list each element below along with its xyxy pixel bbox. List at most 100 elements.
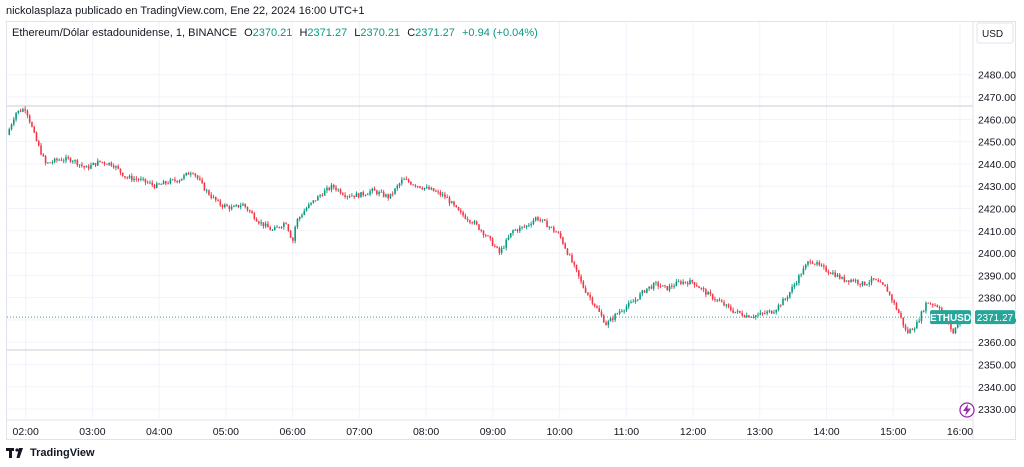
- candle-body: [106, 163, 108, 165]
- candle-body: [888, 291, 891, 295]
- candle-body: [741, 312, 743, 316]
- candle-body: [72, 161, 74, 162]
- candle-body: [632, 301, 635, 303]
- candle-body: [269, 227, 272, 231]
- candle-body: [149, 182, 151, 184]
- candle-body: [686, 282, 689, 285]
- candle-body: [675, 281, 678, 287]
- candle-body: [582, 281, 585, 288]
- candle-body: [271, 230, 274, 231]
- chart-frame[interactable]: [6, 21, 1016, 440]
- candle-body: [35, 132, 38, 142]
- candle-body: [661, 285, 664, 287]
- candle-body: [226, 204, 228, 207]
- candle-body: [471, 222, 473, 224]
- candle-body: [287, 224, 290, 231]
- candle-body: [954, 327, 957, 334]
- candle-body: [895, 302, 898, 310]
- candle-body: [387, 194, 389, 199]
- candle-body: [605, 322, 607, 326]
- candle-body: [219, 200, 222, 206]
- candle-body: [934, 305, 936, 307]
- candle-body: [460, 210, 462, 213]
- candle-body: [285, 223, 287, 225]
- legend-open: 2370.21: [252, 27, 293, 39]
- candle-body: [201, 179, 203, 183]
- candle-body: [848, 280, 850, 283]
- candle-body: [938, 307, 941, 309]
- candle-body: [178, 180, 181, 182]
- candle-body: [83, 165, 85, 168]
- x-tick-label: 07:00: [346, 426, 372, 438]
- candle-body: [503, 247, 505, 249]
- candle-body: [441, 194, 444, 196]
- candle-body: [652, 283, 655, 289]
- candle-body: [748, 315, 750, 318]
- candle-body: [24, 109, 26, 111]
- candle-body: [630, 301, 632, 303]
- candle-body: [391, 193, 394, 195]
- candle-body: [410, 182, 412, 185]
- candle-body: [99, 160, 101, 162]
- candle-body: [743, 315, 746, 318]
- candle-body: [22, 109, 24, 112]
- candle-body: [65, 157, 67, 161]
- candle-body: [289, 230, 292, 238]
- candle-body: [464, 215, 467, 219]
- x-tick-label: 04:00: [146, 426, 172, 438]
- candle-body: [85, 166, 88, 168]
- candle-body: [872, 278, 875, 280]
- candle-body: [176, 180, 178, 182]
- candle-body: [40, 145, 42, 155]
- candle-body: [782, 298, 784, 306]
- candle-body: [360, 192, 362, 198]
- candle-body: [153, 185, 156, 188]
- candle-body: [67, 157, 70, 159]
- candle-body: [180, 178, 183, 181]
- candle-body: [165, 181, 167, 184]
- candle-body: [766, 311, 768, 314]
- candle-body: [185, 172, 188, 176]
- candle-body: [366, 194, 369, 196]
- candle-body: [636, 299, 639, 301]
- candle-body: [618, 311, 621, 314]
- candle-body: [74, 160, 76, 162]
- candle-body: [382, 191, 385, 197]
- candle-body: [607, 321, 610, 326]
- y-tick-label: 2460.00: [978, 114, 1016, 126]
- candle-body: [496, 246, 498, 248]
- candle-body: [884, 284, 886, 287]
- candle-body: [909, 329, 911, 333]
- candle-body: [208, 190, 210, 195]
- candle-body: [69, 158, 72, 162]
- x-tick-label: 06:00: [279, 426, 305, 438]
- candle-body: [321, 195, 324, 197]
- candle-body: [555, 231, 557, 233]
- candle-body: [183, 175, 185, 179]
- candle-body: [813, 263, 816, 265]
- y-tick-label: 2420.00: [978, 203, 1016, 215]
- candle-body: [820, 264, 823, 266]
- candle-body: [389, 193, 392, 199]
- x-tick-label: 15:00: [880, 426, 906, 438]
- candle-body: [591, 297, 594, 304]
- candle-body: [768, 310, 771, 312]
- candle-body: [248, 210, 251, 212]
- candle-body: [373, 188, 376, 191]
- candle-body: [124, 176, 126, 178]
- candle-body: [870, 278, 873, 283]
- footer-brand[interactable]: TradingView: [6, 447, 95, 459]
- ticker-tag: [930, 310, 971, 325]
- candle-body: [130, 175, 133, 181]
- candle-body: [646, 288, 648, 293]
- candle-body: [882, 282, 884, 285]
- candle-body: [609, 318, 612, 322]
- candle-body: [405, 179, 408, 180]
- candle-body: [600, 311, 603, 316]
- candle-body: [439, 191, 442, 196]
- candle-body: [891, 294, 893, 301]
- candle-body: [823, 265, 825, 267]
- candle-body: [155, 183, 158, 188]
- candle-body: [258, 221, 260, 224]
